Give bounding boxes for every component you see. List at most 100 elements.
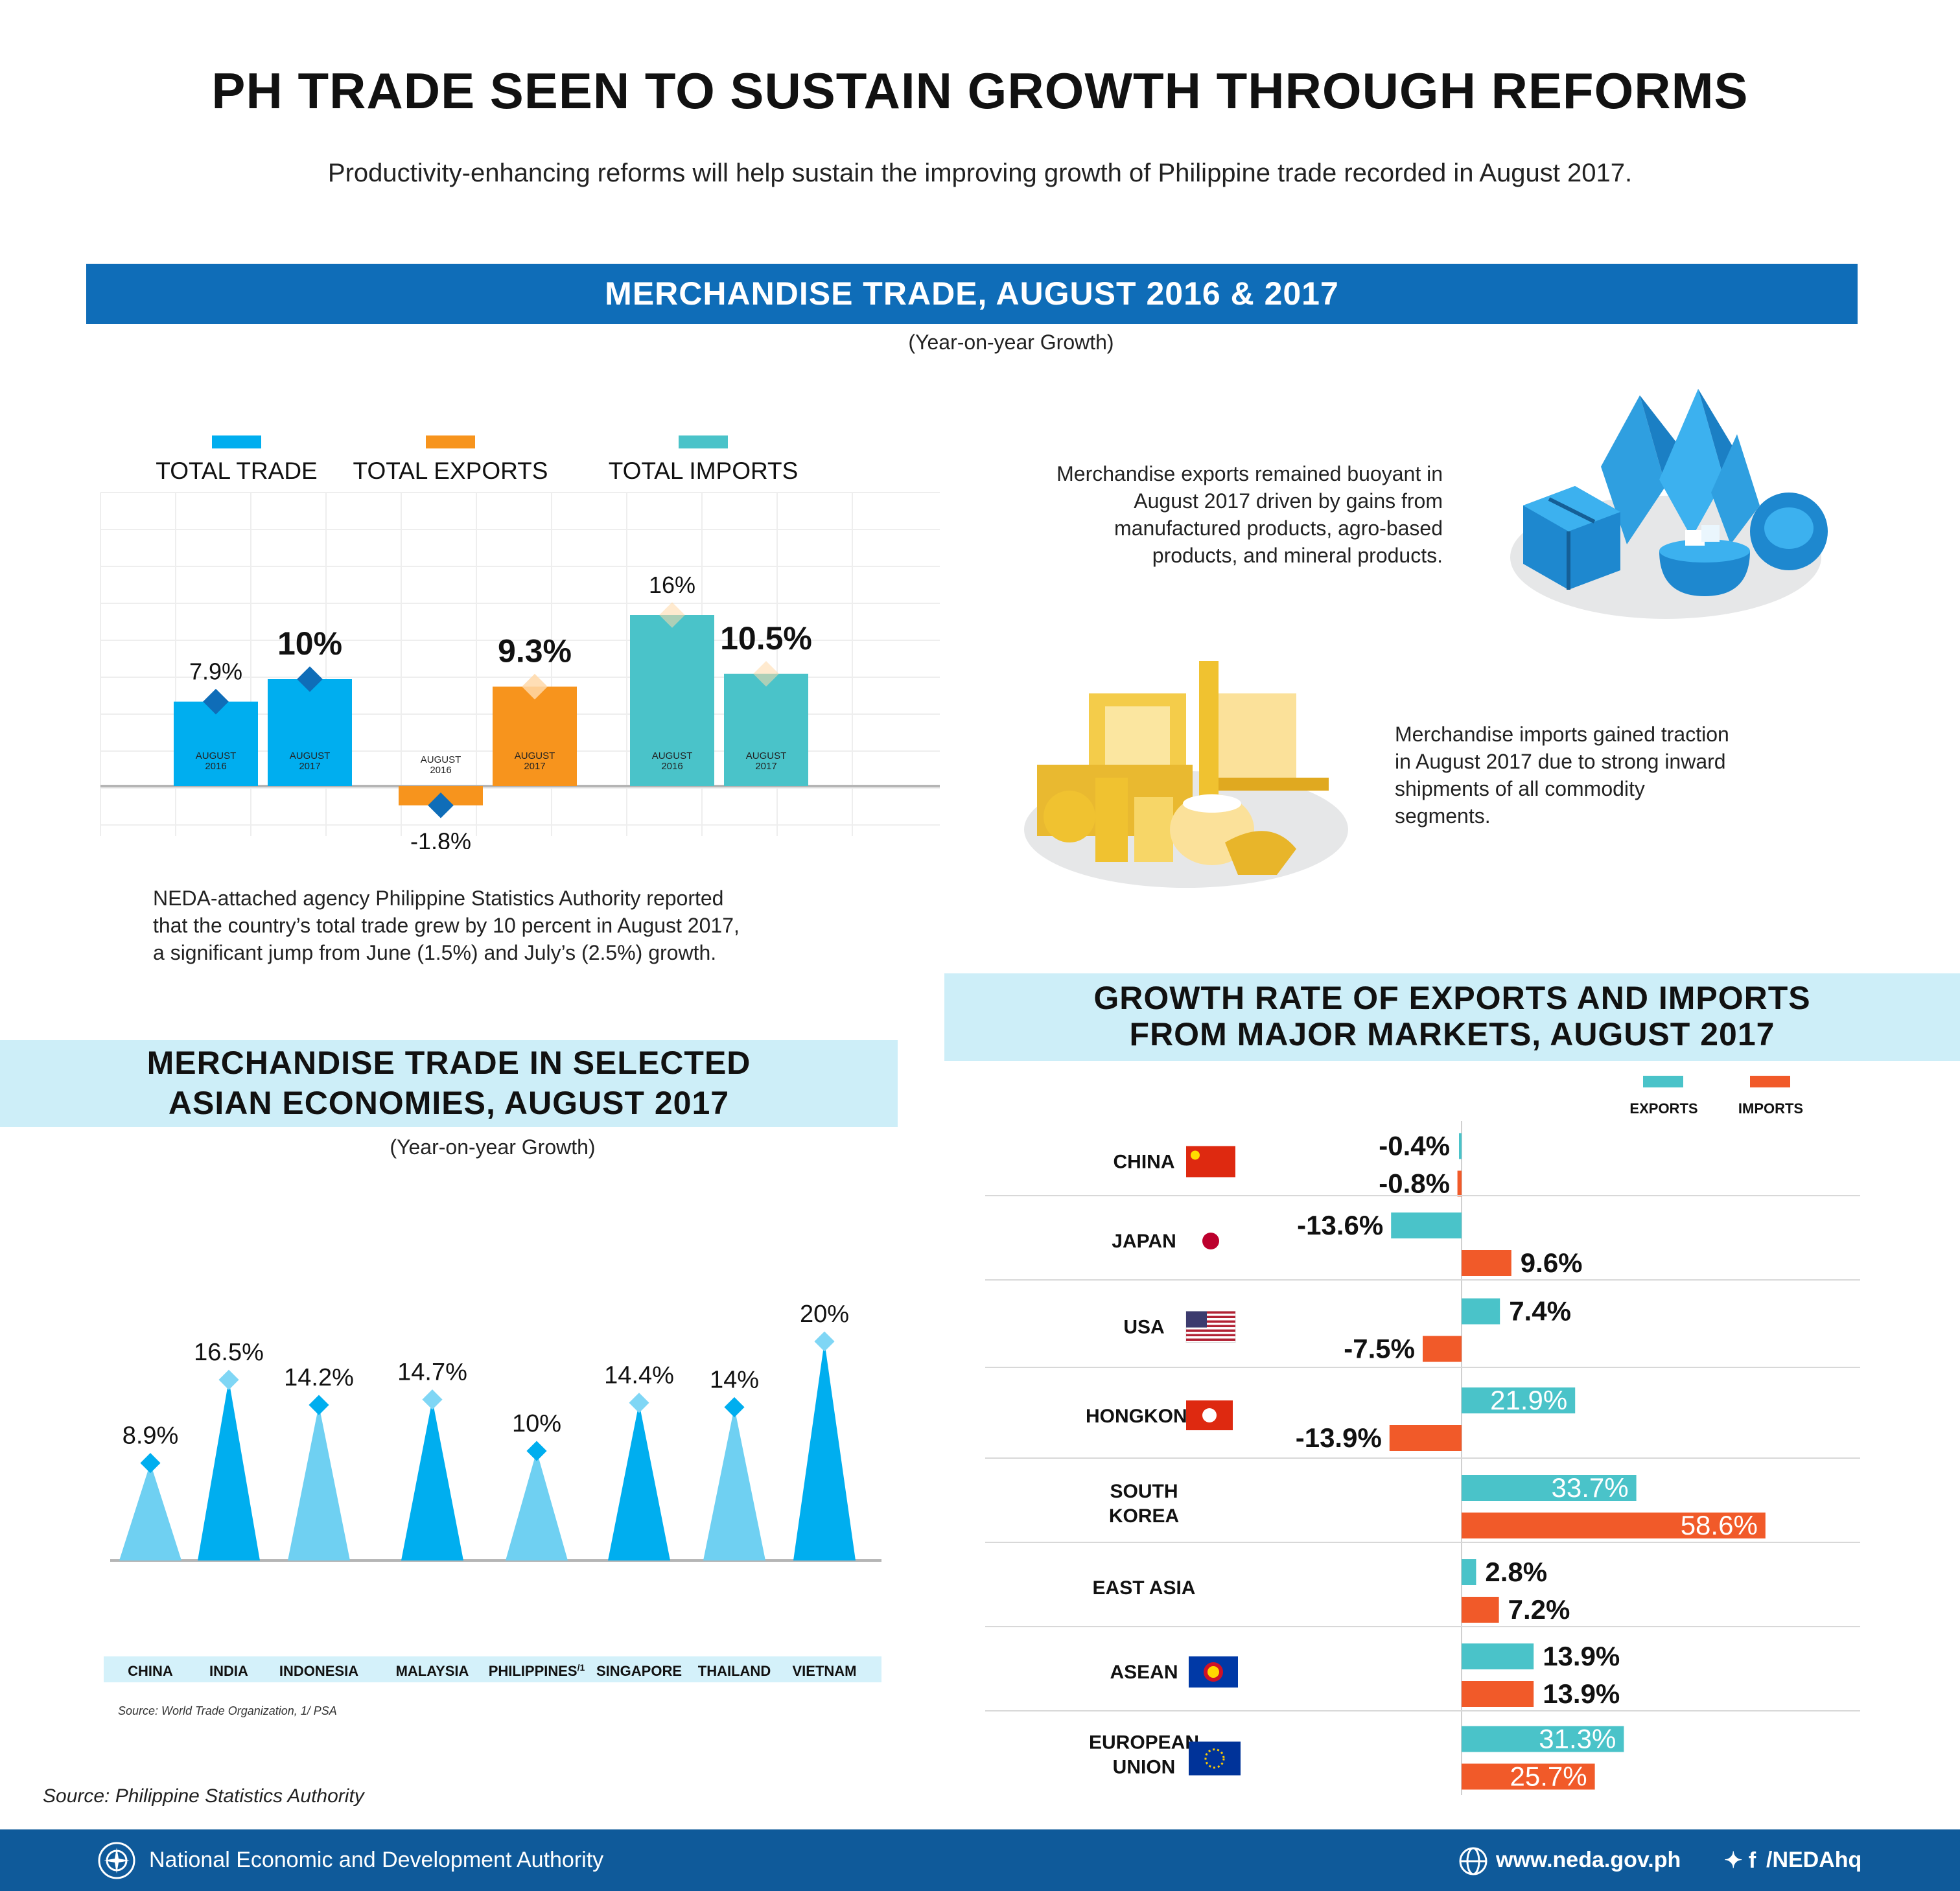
country-label: INDONESIA <box>279 1663 358 1679</box>
h-bar <box>1459 1133 1462 1159</box>
summary-line-2: that the country’s total trade grew by 1… <box>153 914 740 937</box>
triangle-bar <box>401 1399 463 1560</box>
h-bar-label: -0.4% <box>1379 1131 1450 1161</box>
asian-economies-axis: CHINA INDIA INDONESIA MALAYSIA PHILIPPINES/1… <box>128 1662 857 1679</box>
page-title: PH TRADE SEEN TO SUSTAIN GROWTH THROUGH … <box>211 62 1749 119</box>
usa-flag-icon <box>1185 1311 1236 1343</box>
h-bar <box>1462 1681 1534 1707</box>
triangle-bar <box>506 1451 568 1560</box>
summary-line-1: NEDA-attached agency Philippine Statisti… <box>153 887 724 910</box>
x-tick-label: AUGUST <box>746 750 787 761</box>
flag-field <box>1186 1146 1235 1178</box>
footer-website-link[interactable]: www.neda.gov.ph <box>1496 1848 1681 1872</box>
data-label: 14.7% <box>397 1359 467 1386</box>
exports-line-1: Merchandise exports remained buoyant in <box>1056 462 1443 485</box>
market-label: CHINA <box>1114 1152 1175 1173</box>
country-label: PHILIPPINES/1 <box>489 1662 585 1679</box>
imports-line-2: in August 2017 due to strong inward <box>1395 750 1726 773</box>
neda-logo-icon <box>98 1842 135 1879</box>
exports-line-3: manufactured products, agro-based <box>1114 516 1443 540</box>
market-label: KOREA <box>1109 1505 1179 1527</box>
exports-line-4: products, and mineral products. <box>1152 544 1443 567</box>
h-bar-label: 58.6% <box>1681 1510 1758 1540</box>
world-map-background <box>0 1037 1960 1815</box>
h-bar-label: -13.6% <box>1297 1210 1383 1240</box>
market-label: JAPAN <box>1112 1231 1176 1252</box>
market-label: SOUTH <box>1110 1481 1178 1502</box>
footer-org-name: National Economic and Development Author… <box>149 1848 604 1872</box>
globe-icon <box>1459 1847 1488 1875</box>
flag-stripe <box>1186 1329 1235 1332</box>
trade-bar-chart: TOTAL TRADE7.9%AUGUST201610%AUGUST2017TO… <box>100 435 940 849</box>
market-label: HONGKONG <box>1086 1406 1202 1427</box>
trade-summary-paragraph: NEDA-attached agency Philippine Statisti… <box>153 885 931 966</box>
legend-label: EXPORTS <box>1629 1100 1698 1117</box>
data-label: 14.4% <box>604 1362 674 1389</box>
flag-sun <box>1202 1233 1219 1249</box>
x-tick-label: 2017 <box>524 761 545 772</box>
h-bar-label: -13.9% <box>1296 1422 1382 1453</box>
x-tick-label: AUGUST <box>421 754 461 765</box>
legend-label: TOTAL TRADE <box>156 458 317 484</box>
x-tick-label: 2016 <box>430 765 451 776</box>
exports-description: Merchandise exports remained buoyant in … <box>907 460 1443 569</box>
triangle-bar <box>608 1402 670 1560</box>
section2-title-line-2: ASIAN ECONOMIES, AUGUST 2017 <box>168 1085 730 1121</box>
flag-field <box>1189 1741 1241 1776</box>
market-label: USA <box>1123 1317 1164 1338</box>
data-marker <box>522 673 548 700</box>
data-label: 10% <box>512 1410 561 1437</box>
data-label: 16.5% <box>194 1339 264 1366</box>
h-bar <box>1462 1597 1499 1623</box>
flag-stars <box>1204 1748 1225 1769</box>
section2-note: (Year-on-year Growth) <box>390 1135 596 1159</box>
data-label: 8.9% <box>122 1422 179 1450</box>
legend-swatch <box>426 435 475 448</box>
imports-line-3: shipments of all commodity <box>1395 777 1645 800</box>
section3-title-line-2: FROM MAJOR MARKETS, AUGUST 2017 <box>1129 1016 1775 1052</box>
h-bar-label: 33.7% <box>1552 1472 1629 1503</box>
h-bar-label: -7.5% <box>1344 1334 1415 1364</box>
data-marker <box>422 1389 443 1410</box>
market-label: EAST ASIA <box>1093 1577 1196 1599</box>
summary-line-3: a significant jump from June (1.5%) and … <box>153 941 717 964</box>
country-label: VIETNAM <box>793 1663 857 1679</box>
country-label: CHINA <box>128 1663 173 1679</box>
footer-social-handle[interactable]: /NEDAhq <box>1766 1848 1862 1872</box>
data-marker <box>309 1395 329 1415</box>
section3-title: GROWTH RATE OF EXPORTS AND IMPORTS FROM … <box>944 973 1960 1061</box>
section3-title-line-1: GROWTH RATE OF EXPORTS AND IMPORTS <box>1093 980 1811 1016</box>
x-tick-label: AUGUST <box>515 750 555 761</box>
data-marker <box>428 792 454 818</box>
h-bar <box>1457 1170 1462 1197</box>
triangle-bar <box>793 1341 856 1560</box>
bar <box>630 615 714 786</box>
data-marker <box>724 1397 745 1417</box>
h-bar <box>1462 1559 1476 1585</box>
data-label: 16% <box>649 572 695 598</box>
data-marker <box>629 1393 649 1413</box>
h-bar <box>1462 1298 1500 1325</box>
h-bar <box>1462 1643 1534 1669</box>
flag-emblem <box>1208 1666 1219 1678</box>
food-products-illustration <box>1024 661 1348 888</box>
triangle-bar <box>288 1405 350 1560</box>
japan-flag-icon <box>1186 1225 1235 1257</box>
h-bar-label: 7.4% <box>1509 1296 1571 1327</box>
data-marker <box>526 1441 547 1461</box>
x-tick-label: 2016 <box>661 761 682 772</box>
flag-stripe <box>1186 1320 1235 1323</box>
triangle-bar <box>119 1463 181 1560</box>
flag-stripe <box>1186 1316 1235 1318</box>
bar <box>724 673 808 786</box>
market-label: ASEAN <box>1110 1662 1178 1683</box>
data-marker <box>814 1331 835 1352</box>
triangle-bar <box>703 1407 765 1560</box>
triangle-bar <box>198 1380 260 1560</box>
h-bar <box>1462 1513 1766 1538</box>
legend-label: TOTAL EXPORTS <box>353 458 548 484</box>
market-label: EUROPEAN <box>1089 1732 1199 1754</box>
asian-economies-chart: 8.9% 16.5% 14.2% 14.7% 10% 14.4% 14% 20% <box>110 1301 881 1562</box>
h-bar-label: 9.6% <box>1521 1247 1583 1278</box>
data-label: -1.8% <box>410 828 471 849</box>
